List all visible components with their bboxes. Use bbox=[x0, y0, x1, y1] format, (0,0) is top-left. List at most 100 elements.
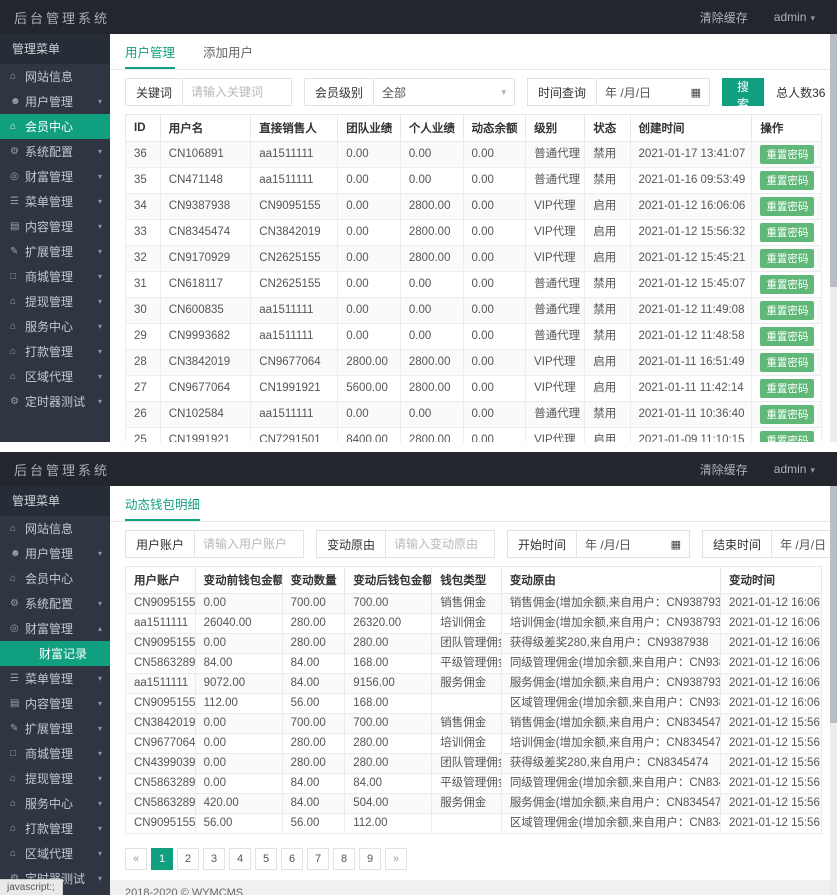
chevron-down-icon: ▾ bbox=[810, 465, 815, 475]
user-menu[interactable]: admin ▾ bbox=[773, 10, 815, 24]
cell-dynamic-balance: 0.00 bbox=[462, 323, 527, 350]
sidebar-item[interactable]: □ 商城管理 ▾ bbox=[0, 741, 110, 766]
reset-password-button[interactable]: 重置密码 bbox=[760, 249, 815, 268]
tab[interactable]: 添加用户 bbox=[203, 46, 254, 60]
cell-status: 禁用 bbox=[584, 141, 631, 168]
reason-input[interactable] bbox=[386, 531, 495, 557]
chevron-icon: ▾ bbox=[97, 347, 102, 356]
sidebar-item[interactable]: ▤ 内容管理 ▾ bbox=[0, 691, 110, 716]
date-input[interactable]: 年 /月/日 ▦ bbox=[605, 85, 702, 100]
cell-change-reason: 服务佣金(增加余额,来自用户：CN9387938) bbox=[500, 673, 722, 694]
table-row: CN5863289 420.00 84.00 504.00 服务佣金 服务佣金(… bbox=[125, 793, 822, 814]
page-button[interactable]: 1 bbox=[151, 848, 173, 870]
sidebar-item[interactable]: ⚙ 定时器测试 ▾ bbox=[0, 389, 110, 414]
keyword-input[interactable] bbox=[183, 79, 292, 105]
end-date-input[interactable]: 年 /月/日 ▦ bbox=[780, 537, 827, 552]
cell-dynamic-balance: 0.00 bbox=[462, 193, 527, 220]
cell-level: 普通代理 bbox=[525, 401, 586, 428]
sidebar-item[interactable]: ◎ 财富管理 ▴ bbox=[0, 616, 110, 641]
column-header: 用户名 bbox=[159, 114, 252, 142]
sidebar-item[interactable]: ⌂ 网站信息 bbox=[0, 516, 110, 541]
cell-dynamic-balance: 0.00 bbox=[462, 401, 527, 428]
sidebar-item[interactable]: ⚙ 系统配置 ▾ bbox=[0, 139, 110, 164]
cell-before-amount: 0.00 bbox=[194, 593, 283, 614]
sidebar-item[interactable]: ⌂ 会员中心 bbox=[0, 566, 110, 591]
sidebar-item[interactable]: ⌂ 服务中心 ▾ bbox=[0, 791, 110, 816]
cell-username: CN8345474 bbox=[159, 219, 252, 246]
account-input[interactable] bbox=[195, 531, 304, 557]
clear-cache-link[interactable]: 清除缓存 bbox=[699, 462, 748, 477]
sidebar-item[interactable]: ⌂ 提现管理 ▾ bbox=[0, 766, 110, 791]
start-date-input[interactable]: 年 /月/日 ▦ bbox=[585, 537, 682, 552]
sidebar-item[interactable]: ✎ 扩展管理 ▾ bbox=[0, 239, 110, 264]
sidebar-item[interactable]: ▤ 内容管理 ▾ bbox=[0, 214, 110, 239]
reset-password-button[interactable]: 重置密码 bbox=[760, 275, 815, 294]
sidebar-item[interactable]: ☰ 菜单管理 ▾ bbox=[0, 666, 110, 691]
sidebar-item[interactable]: ⌂ 提现管理 ▾ bbox=[0, 289, 110, 314]
cell-direct-seller: CN1991921 bbox=[250, 375, 339, 402]
search-button[interactable]: 搜索 bbox=[722, 78, 765, 111]
scrollbar-thumb[interactable] bbox=[830, 34, 837, 287]
reset-password-button[interactable]: 重置密码 bbox=[760, 379, 815, 398]
reset-password-button[interactable]: 重置密码 bbox=[760, 405, 815, 424]
cell-username: CN9170929 bbox=[159, 245, 252, 272]
sidebar-item[interactable]: □ 商城管理 ▾ bbox=[0, 264, 110, 289]
cell-personal-performance: 0.00 bbox=[399, 141, 464, 168]
reset-password-button[interactable]: 重置密码 bbox=[760, 171, 815, 190]
calendar-icon: ▦ bbox=[690, 86, 702, 99]
sidebar-menu: ⌂ 网站信息 ☻ 用户管理 ▾ ⌂ 会员中心 bbox=[0, 516, 110, 891]
page-button[interactable]: 4 bbox=[229, 848, 251, 870]
member-level-select[interactable]: 全部 ▾ bbox=[382, 85, 507, 100]
sidebar-item[interactable]: ⌂ 打款管理 ▾ bbox=[0, 339, 110, 364]
sidebar-item[interactable]: ✎ 扩展管理 ▾ bbox=[0, 716, 110, 741]
cell-team-performance: 8400.00 bbox=[337, 427, 401, 442]
sidebar-item[interactable]: ☰ 菜单管理 ▾ bbox=[0, 189, 110, 214]
reset-password-button[interactable]: 重置密码 bbox=[760, 353, 815, 372]
cell-id: 27 bbox=[125, 375, 161, 402]
sidebar-item[interactable]: ☻ 用户管理 ▾ bbox=[0, 89, 110, 114]
reset-password-button[interactable]: 重置密码 bbox=[760, 145, 815, 164]
scrollbar[interactable] bbox=[830, 34, 837, 442]
cell-change-time: 2021-01-12 15:56:52 bbox=[720, 753, 822, 774]
reset-password-button[interactable]: 重置密码 bbox=[760, 431, 815, 442]
tab[interactable]: 用户管理 bbox=[125, 34, 176, 69]
page-button[interactable]: 2 bbox=[177, 848, 199, 870]
sidebar-item[interactable]: ⌂ 服务中心 ▾ bbox=[0, 314, 110, 339]
table-row: 35 CN471148 aa1511111 0.00 0.00 0.00 普通代… bbox=[125, 167, 822, 194]
sidebar-item[interactable]: 财富记录 bbox=[0, 641, 110, 666]
page-button[interactable]: 8 bbox=[333, 848, 355, 870]
clear-cache-link[interactable]: 清除缓存 bbox=[699, 10, 748, 25]
users-icon: ☻ bbox=[10, 96, 21, 107]
prev-page-button[interactable]: « bbox=[125, 848, 147, 870]
page-button[interactable]: 3 bbox=[203, 848, 225, 870]
sidebar-item[interactable]: ⌂ 会员中心 bbox=[0, 114, 110, 139]
sidebar-item[interactable]: ◎ 财富管理 ▾ bbox=[0, 164, 110, 189]
reset-password-button[interactable]: 重置密码 bbox=[760, 327, 815, 346]
scrollbar-thumb[interactable] bbox=[830, 486, 837, 724]
sidebar-item[interactable]: ⚙ 系统配置 ▾ bbox=[0, 591, 110, 616]
page-button[interactable]: 6 bbox=[281, 848, 303, 870]
reset-password-button[interactable]: 重置密码 bbox=[760, 223, 815, 242]
shop-icon: □ bbox=[10, 271, 17, 282]
tab[interactable]: 动态钱包明细 bbox=[125, 486, 201, 521]
cell-after-amount: 168.00 bbox=[344, 693, 433, 714]
sidebar-item[interactable]: ⌂ 打款管理 ▾ bbox=[0, 816, 110, 841]
chevron-icon: ▾ bbox=[97, 397, 102, 406]
sidebar-item[interactable]: ⌂ 网站信息 bbox=[0, 64, 110, 89]
page-button[interactable]: 7 bbox=[307, 848, 329, 870]
page-button[interactable]: 9 bbox=[359, 848, 381, 870]
next-page-button[interactable]: » bbox=[385, 848, 407, 870]
sidebar-item-label: 扩展管理 bbox=[25, 722, 74, 736]
sidebar-header: 管理菜单 bbox=[0, 34, 110, 64]
sidebar-item[interactable]: ⌂ 区域代理 ▾ bbox=[0, 841, 110, 866]
user-menu[interactable]: admin ▾ bbox=[773, 462, 815, 476]
sidebar-item[interactable]: ⌂ 区域代理 ▾ bbox=[0, 364, 110, 389]
page-button[interactable]: 5 bbox=[255, 848, 277, 870]
chevron-icon: ▾ bbox=[97, 874, 102, 883]
sidebar-item[interactable]: ☻ 用户管理 ▾ bbox=[0, 541, 110, 566]
table-header-row: 用户账户 变动前钱包金额 变动数量 变动后钱包金额 钱包类型 变动原由 变动时间 bbox=[125, 566, 822, 594]
column-header: 级别 bbox=[525, 114, 586, 142]
reset-password-button[interactable]: 重置密码 bbox=[760, 197, 815, 216]
scrollbar[interactable] bbox=[830, 486, 837, 895]
reset-password-button[interactable]: 重置密码 bbox=[760, 301, 815, 320]
